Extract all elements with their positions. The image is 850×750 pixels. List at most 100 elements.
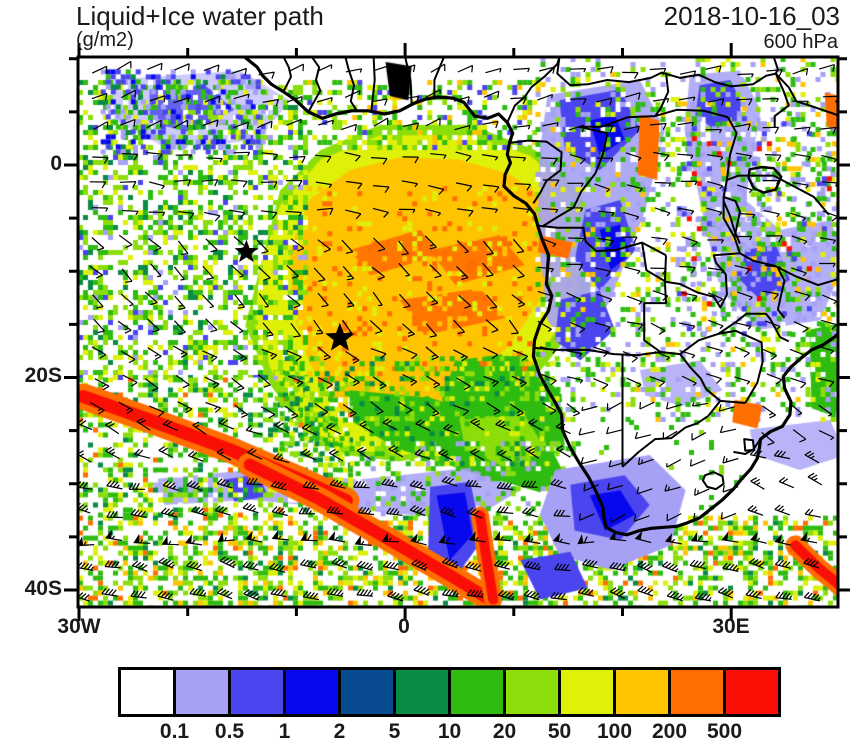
wind-barb — [328, 531, 346, 543]
wind-barb — [243, 589, 260, 601]
wind-barb — [465, 561, 482, 572]
wind-barb — [173, 97, 190, 104]
colorbar-cell — [396, 670, 448, 714]
wind-barb — [261, 152, 279, 161]
wind-barb — [424, 208, 442, 217]
wind-barb — [430, 153, 447, 159]
wind-barb — [247, 448, 263, 460]
wind-barb — [261, 181, 278, 189]
wind-barb — [737, 291, 753, 301]
wind-barb — [745, 589, 762, 600]
wind-barb — [371, 98, 388, 106]
wind-barb — [734, 376, 751, 385]
wind-barb — [372, 207, 389, 218]
wind-barb — [202, 265, 214, 280]
country-border — [282, 57, 292, 93]
wind-barb — [736, 184, 753, 194]
country-border — [726, 174, 830, 216]
wind-barb — [666, 458, 682, 468]
wind-barb — [441, 476, 458, 487]
wind-barb — [144, 291, 158, 306]
wind-barb — [661, 561, 679, 573]
country-border — [307, 57, 322, 113]
wind-barb — [761, 348, 778, 361]
wind-barb — [354, 535, 372, 546]
wind-barb — [315, 154, 332, 163]
wind-barb — [402, 323, 415, 338]
wind-barb — [372, 237, 386, 252]
wind-barb — [329, 479, 346, 489]
wind-barb — [762, 405, 777, 419]
wind-barb — [271, 529, 289, 541]
wind-barb — [231, 67, 247, 76]
wind-barb — [706, 154, 724, 161]
wind-barb — [734, 264, 751, 275]
wind-barb — [187, 450, 204, 462]
wind-barb — [623, 211, 640, 221]
wind-barb — [664, 484, 681, 492]
wind-barb — [567, 376, 584, 384]
wind-barb — [707, 319, 724, 329]
wind-barb — [569, 154, 586, 165]
country-border — [541, 125, 609, 228]
wind-barb — [773, 449, 791, 460]
wind-barb — [121, 268, 133, 283]
wind-barb — [596, 157, 614, 163]
wind-barb — [118, 234, 133, 249]
wind-barb — [596, 293, 613, 303]
wind-barb — [734, 346, 750, 358]
wind-barb — [819, 262, 836, 268]
wind-barb — [666, 513, 682, 522]
wind-barb — [654, 181, 672, 187]
wind-barb — [106, 510, 123, 519]
valid-datetime: 2018-10-16_03 — [663, 1, 840, 31]
wind-barb — [633, 514, 650, 522]
wind-barb — [763, 210, 780, 218]
wind-barb — [705, 129, 723, 134]
wind-barb — [666, 590, 684, 602]
wind-barb — [793, 321, 809, 333]
wind-barb — [316, 207, 334, 215]
wind-barb — [130, 590, 147, 599]
wind-barb — [481, 154, 499, 161]
wind-barb — [78, 418, 93, 431]
wind-barb — [539, 66, 556, 74]
wind-barb — [147, 318, 160, 333]
wind-barb — [357, 506, 375, 516]
wind-barb — [762, 126, 780, 134]
wind-barb — [521, 507, 539, 518]
colorbar-cell — [231, 670, 283, 714]
wind-barb — [607, 482, 624, 491]
wind-barb — [466, 589, 484, 598]
wind-barb — [621, 236, 638, 244]
country-border — [506, 57, 561, 123]
wind-barb — [595, 267, 612, 277]
wind-barb — [202, 350, 218, 362]
map-frame — [64, 43, 850, 621]
wind-barb — [581, 405, 598, 412]
wind-barb — [537, 320, 552, 332]
wind-barb — [653, 151, 670, 162]
wind-barb — [821, 154, 838, 163]
wind-barb — [822, 210, 838, 222]
wind-barb — [204, 211, 221, 222]
wind-barb — [774, 533, 792, 546]
wind-barb — [381, 478, 398, 488]
wind-barb — [609, 530, 627, 542]
wind-barb — [341, 123, 357, 132]
wind-barb — [426, 402, 440, 417]
country-border — [643, 255, 667, 353]
wind-barb — [146, 119, 162, 129]
colorbar-tick-label: 20 — [492, 720, 517, 743]
wind-barb — [794, 153, 811, 161]
wind-barb — [438, 448, 454, 461]
wind-barb — [737, 73, 754, 78]
wind-barb — [387, 590, 404, 602]
wind-barb — [722, 456, 739, 464]
wind-barb — [177, 401, 193, 414]
wind-barb — [287, 294, 301, 309]
wind-barb — [509, 156, 527, 162]
wind-barb — [750, 477, 765, 490]
wind-barb — [818, 345, 834, 355]
colorbar-cell — [176, 670, 228, 714]
